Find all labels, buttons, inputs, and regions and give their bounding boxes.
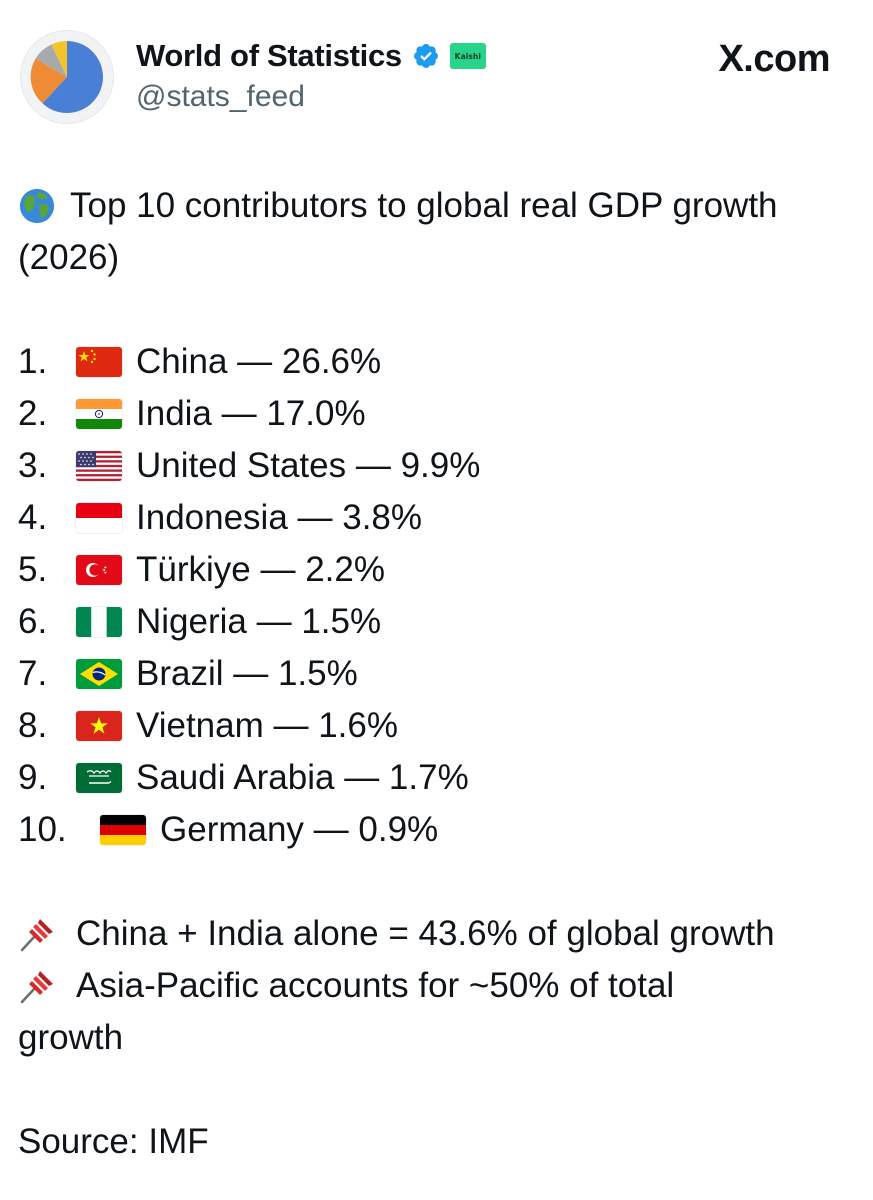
list-rank: 1. [18,342,48,381]
list-item: 10. Germany — 0.9% [18,804,858,856]
nigeria-flag-icon [76,607,122,637]
pushpin-emoji-icon [20,971,53,1004]
list-item: 8. Vietnam — 1.6% [18,700,858,752]
country-entry: Nigeria — 1.5% [136,602,382,641]
list-item: 9. Saudi Arabia — 1.7% [18,752,858,804]
list-rank: 5. [18,550,48,589]
name-row: World of Statistics Kaishi [136,36,486,76]
note-line: China + India alone = 43.6% of global gr… [18,908,858,960]
headline-line: Top 10 contributors to global real GDP g… [18,180,858,232]
country-entry: Brazil — 1.5% [136,654,358,693]
list-rank: 4. [18,498,48,537]
spacer [18,856,858,908]
list-item: 2. India — 17.0% [18,388,858,440]
source-line: Source: IMF [18,1116,858,1168]
us-flag-icon [76,451,122,481]
list-rank: 10. [18,810,67,849]
list-rank: 3. [18,446,48,485]
pushpin-emoji-icon [20,919,53,952]
note-line-continued: growth [18,1012,858,1064]
note-text: Asia-Pacific accounts for ~50% of total [76,966,675,1005]
spacer [18,1064,858,1116]
note-line: Asia-Pacific accounts for ~50% of total [18,960,858,1012]
list-item: 7. Brazil — 1.5% [18,648,858,700]
turkiye-flag-icon [76,555,122,585]
globe-emoji-icon [19,188,55,224]
headline-line-2: (2026) [18,232,858,284]
tweet-header: World of Statistics Kaishi @stats_feed X… [18,22,858,132]
list-rank: 9. [18,758,48,797]
tweet-text: Top 10 contributors to global real GDP g… [18,180,858,1168]
avatar[interactable] [20,30,114,124]
country-entry: Germany — 0.9% [160,810,439,849]
country-entry: China — 26.6% [136,342,382,381]
list-item: 6. Nigeria — 1.5% [18,596,858,648]
pie-chart-avatar-icon [30,40,103,113]
country-entry: United States — 9.9% [136,446,481,485]
headline-year: (2026) [18,238,120,277]
display-name[interactable]: World of Statistics [136,38,402,73]
india-flag-icon [76,399,122,429]
headline-text: Top 10 contributors to global real GDP g… [70,186,778,225]
list-item: 1. China — 26.6% [18,336,858,388]
list-rank: 2. [18,394,48,433]
site-brand: X.com [718,38,830,80]
country-entry: India — 17.0% [136,394,366,433]
germany-flag-icon [100,815,146,845]
note-text-continued: growth [18,1018,124,1057]
note-text: China + India alone = 43.6% of global gr… [76,914,775,953]
country-entry: Saudi Arabia — 1.7% [136,758,469,797]
verified-badge-icon[interactable] [412,42,440,70]
list-rank: 6. [18,602,48,641]
country-entry: Indonesia — 3.8% [136,498,423,537]
list-item: 3. United States — 9.9% [18,440,858,492]
source-text: Source: IMF [18,1122,209,1161]
affiliate-badge[interactable]: Kaishi [449,43,486,69]
saudi-arabia-flag-icon [76,763,122,793]
spacer [18,284,858,336]
vietnam-flag-icon [76,711,122,741]
list-rank: 7. [18,654,48,693]
china-flag-icon [76,347,122,377]
country-entry: Vietnam — 1.6% [136,706,398,745]
brazil-flag-icon [76,659,122,689]
list-rank: 8. [18,706,48,745]
indonesia-flag-icon [76,503,122,533]
country-entry: Türkiye — 2.2% [136,550,385,589]
list-item: 4. Indonesia — 3.8% [18,492,858,544]
handle[interactable]: @stats_feed [136,80,305,113]
list-item: 5. Türkiye — 2.2% [18,544,858,596]
